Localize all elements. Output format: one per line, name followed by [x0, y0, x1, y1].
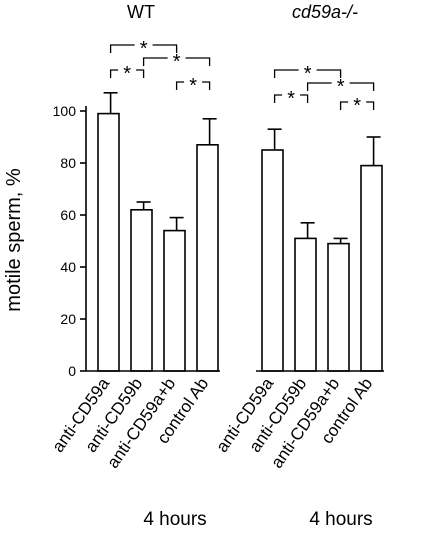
group-time-label: 4 hours [309, 509, 372, 530]
y-tick-label: 100 [53, 103, 77, 119]
significance-marker: * [140, 38, 148, 60]
significance-marker: * [337, 76, 345, 98]
y-tick-label: 40 [60, 259, 76, 275]
significance-bracket [273, 69, 342, 78]
bar [294, 237, 317, 372]
y-tick-label: 20 [60, 311, 76, 327]
y-tick-label: 0 [68, 363, 76, 379]
bar [196, 144, 219, 372]
group-time-label: 4 hours [143, 509, 206, 530]
bar [163, 229, 186, 372]
significance-bracket [339, 101, 375, 110]
group-title: cd59a-/- [292, 2, 358, 22]
bar [97, 112, 120, 372]
bar [130, 209, 153, 372]
significance-marker: * [304, 63, 312, 85]
y-axis-label: motile sperm, % [3, 168, 25, 312]
bar [327, 242, 350, 372]
bar [261, 149, 284, 372]
significance-bracket [273, 94, 309, 103]
significance-bracket [175, 81, 211, 90]
significance-bracket [109, 69, 145, 78]
significance-bracket [142, 57, 211, 66]
y-tick-label: 60 [60, 207, 76, 223]
y-tick-label: 80 [60, 155, 76, 171]
significance-marker: * [287, 88, 295, 110]
significance-bracket [109, 44, 178, 53]
significance-marker: * [353, 95, 361, 117]
significance-marker: * [123, 63, 131, 85]
bar [360, 164, 383, 372]
group-title: WT [127, 2, 155, 22]
significance-marker: * [173, 51, 181, 73]
significance-marker: * [189, 75, 197, 97]
significance-bracket [306, 82, 375, 91]
